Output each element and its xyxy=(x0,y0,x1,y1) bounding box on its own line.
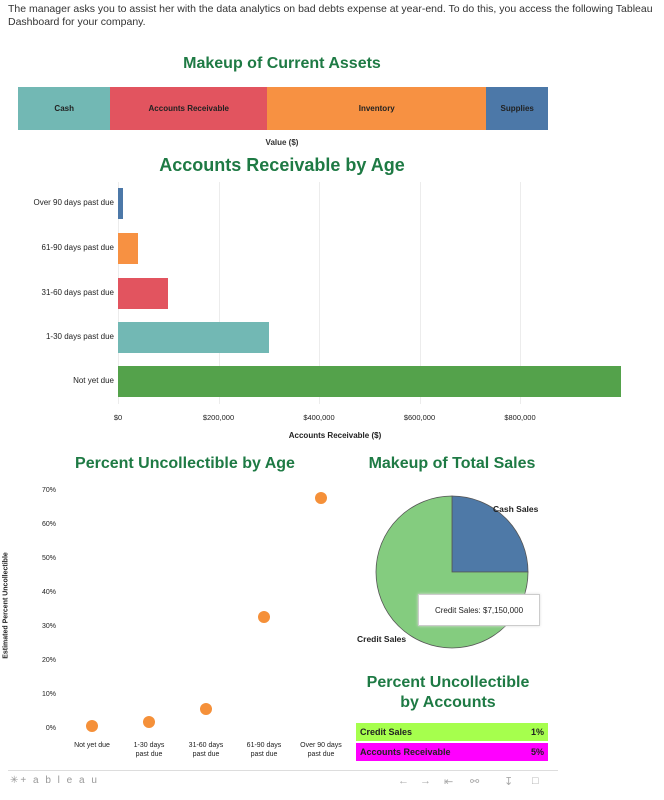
pu-ytick: 10% xyxy=(41,691,56,698)
pie-label-cash-sales: Cash Sales xyxy=(493,504,539,514)
ar-bar xyxy=(118,188,124,219)
pu-xtick: 1-30 days past due xyxy=(120,741,178,759)
revert-icon[interactable]: ⇤ xyxy=(444,776,454,788)
pu-xtick-line: 61-90 days xyxy=(246,742,282,749)
pu-xtick-line: past due xyxy=(307,751,335,758)
share-icon[interactable]: ⚯ xyxy=(470,776,480,788)
pu-ytick: 40% xyxy=(41,589,56,596)
ar-gridline xyxy=(419,182,421,404)
credit-sales-tooltip: Credit Sales: $7,150,000 xyxy=(418,594,540,626)
ar-bar xyxy=(118,233,139,264)
ar-xtick: $400,000 xyxy=(303,413,335,422)
pu-xtick-line: Not yet due xyxy=(74,742,110,749)
pu-ytick: 70% xyxy=(41,487,56,494)
ar-gridline xyxy=(218,182,220,404)
pu-xtick-line: 1-30 days xyxy=(133,742,165,749)
pct-uncollectible-title: Percent Uncollectible by Age xyxy=(75,455,295,472)
pu-point xyxy=(143,716,155,729)
ar-by-age-xlabel: Accounts Receivable ($) xyxy=(288,431,382,440)
pu-point xyxy=(258,610,270,623)
pu-xtick-line: 31-60 days xyxy=(188,742,224,749)
ar-category-label: 1-30 days past due xyxy=(45,332,114,341)
tableau-logo: ✳+ a b l e a u xyxy=(10,775,99,786)
intro-text: The manager asks you to assist her with … xyxy=(8,3,653,28)
asset-segment-supplies: Supplies xyxy=(486,87,548,130)
pu-xtick-line: past due xyxy=(192,751,220,758)
ar-category-label: 61-90 days past due xyxy=(41,243,115,252)
pie-label-credit-sales: Credit Sales xyxy=(357,634,407,644)
pu-xtick: Not yet due xyxy=(63,741,121,750)
table-row[interactable]: Credit Sales 1% xyxy=(356,723,548,741)
table-row[interactable]: Accounts Receivable 5% xyxy=(356,743,548,761)
pu-ytick: 30% xyxy=(41,623,56,630)
tableau-toolbar: ✳+ a b l e a u ← → ⇤ ⚯ ↧ □ xyxy=(8,770,558,791)
pu-xtick: Over 90 days past due xyxy=(292,741,350,759)
pu-ytick: 60% xyxy=(41,521,56,528)
pct-by-accounts-title: Percent Uncollectible by Accounts xyxy=(350,673,546,713)
current-assets-xlabel: Value ($) xyxy=(265,138,299,147)
pct-by-accounts-title-line1: Percent Uncollectible xyxy=(366,674,530,691)
row-label: Accounts Receivable xyxy=(360,747,451,757)
ar-category-label: Over 90 days past due xyxy=(33,198,115,207)
ar-bar xyxy=(118,366,621,397)
row-label: Credit Sales xyxy=(360,727,413,737)
ar-xtick: $0 xyxy=(113,413,123,422)
pu-point xyxy=(315,491,327,504)
asset-segment-cash: Cash xyxy=(18,87,111,130)
ar-gridline xyxy=(319,182,320,404)
pu-point xyxy=(86,719,98,732)
pu-xtick: 31-60 days past due xyxy=(177,741,235,759)
fullscreen-icon[interactable]: □ xyxy=(532,775,539,787)
current-assets-bar: Cash Accounts Receivable Inventory Supplies xyxy=(18,87,548,130)
asset-segment-inventory: Inventory xyxy=(267,87,487,130)
ar-bar xyxy=(118,278,169,309)
total-sales-title: Makeup of Total Sales xyxy=(368,455,536,472)
pie-slice-cash-sales xyxy=(451,495,529,573)
ar-xtick: $800,000 xyxy=(504,413,536,422)
pu-ytick: 20% xyxy=(41,657,56,664)
asset-segment-accounts-receivable: Accounts Receivable xyxy=(110,87,268,130)
ar-xtick: $200,000 xyxy=(202,413,235,422)
ar-xtick: $600,000 xyxy=(403,413,436,422)
row-value: 1% xyxy=(530,727,544,737)
undo-icon[interactable]: ← xyxy=(398,775,409,787)
pu-point xyxy=(200,702,212,715)
pu-xtick-line: past due xyxy=(135,751,163,758)
redo-icon[interactable]: → xyxy=(420,775,431,787)
pu-xtick: 61-90 days past due xyxy=(235,741,293,759)
current-assets-title: Makeup of Current Assets xyxy=(183,55,381,72)
download-icon[interactable]: ↧ xyxy=(504,776,514,788)
pu-xtick-line: past due xyxy=(250,751,278,758)
pct-by-accounts-title-line2: by Accounts xyxy=(400,694,496,711)
ar-category-label: 31-60 days past due xyxy=(41,288,115,297)
ar-by-age-title: Accounts Receivable by Age xyxy=(159,155,405,175)
ar-category-label: Not yet due xyxy=(73,376,114,385)
pu-xtick-line: Over 90 days xyxy=(300,742,342,749)
pu-ytick: 50% xyxy=(41,555,56,562)
ar-bar xyxy=(118,322,269,353)
total-sales-pie xyxy=(375,495,529,649)
row-value: 5% xyxy=(530,747,544,757)
ar-gridline xyxy=(520,182,521,404)
pu-ytick: 0% xyxy=(45,725,56,732)
